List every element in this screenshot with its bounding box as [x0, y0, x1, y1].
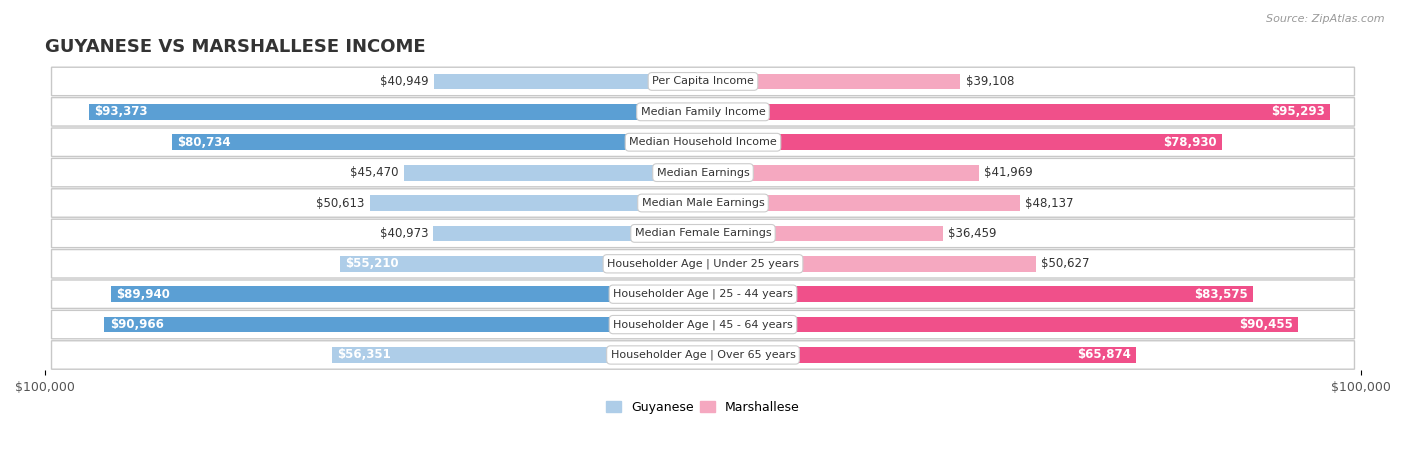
Legend: Guyanese, Marshallese: Guyanese, Marshallese [602, 396, 804, 418]
FancyBboxPatch shape [52, 219, 1354, 248]
Text: $50,613: $50,613 [316, 197, 364, 210]
Text: $55,210: $55,210 [344, 257, 398, 270]
Text: $80,734: $80,734 [177, 136, 231, 149]
FancyBboxPatch shape [52, 128, 1354, 156]
Text: Per Capita Income: Per Capita Income [652, 77, 754, 86]
Bar [111, 286, 703, 302]
Bar [703, 104, 1330, 120]
Text: Householder Age | 25 - 44 years: Householder Age | 25 - 44 years [613, 289, 793, 299]
Text: $40,973: $40,973 [380, 227, 427, 240]
Text: GUYANESE VS MARSHALLESE INCOME: GUYANESE VS MARSHALLESE INCOME [45, 38, 426, 57]
Text: Householder Age | 45 - 64 years: Householder Age | 45 - 64 years [613, 319, 793, 330]
FancyBboxPatch shape [52, 249, 1354, 278]
Text: $65,874: $65,874 [1077, 348, 1132, 361]
Text: Median Male Earnings: Median Male Earnings [641, 198, 765, 208]
Bar [370, 195, 703, 211]
Bar [703, 286, 1253, 302]
Text: $90,455: $90,455 [1239, 318, 1294, 331]
Bar [89, 104, 703, 120]
Text: $40,949: $40,949 [380, 75, 429, 88]
Bar [703, 256, 1036, 272]
Bar [703, 317, 1298, 333]
FancyBboxPatch shape [52, 280, 1354, 308]
Bar [703, 226, 943, 241]
Bar [703, 134, 1222, 150]
Text: $50,627: $50,627 [1042, 257, 1090, 270]
Text: $83,575: $83,575 [1194, 288, 1247, 301]
FancyBboxPatch shape [52, 341, 1354, 369]
Text: Householder Age | Under 25 years: Householder Age | Under 25 years [607, 259, 799, 269]
Text: Source: ZipAtlas.com: Source: ZipAtlas.com [1267, 14, 1385, 24]
Text: $78,930: $78,930 [1164, 136, 1218, 149]
Text: $45,470: $45,470 [350, 166, 398, 179]
Bar [433, 226, 703, 241]
Bar [703, 73, 960, 89]
FancyBboxPatch shape [52, 67, 1354, 96]
Text: $95,293: $95,293 [1271, 106, 1324, 118]
Bar [703, 195, 1019, 211]
Bar [433, 73, 703, 89]
FancyBboxPatch shape [52, 311, 1354, 339]
FancyBboxPatch shape [52, 98, 1354, 126]
FancyBboxPatch shape [52, 189, 1354, 217]
Bar [332, 347, 703, 363]
Bar [340, 256, 703, 272]
Bar [172, 134, 703, 150]
Text: $36,459: $36,459 [948, 227, 997, 240]
Text: $41,969: $41,969 [984, 166, 1033, 179]
Bar [703, 165, 979, 181]
Text: Median Earnings: Median Earnings [657, 168, 749, 177]
FancyBboxPatch shape [52, 158, 1354, 187]
Text: Median Household Income: Median Household Income [628, 137, 778, 147]
Text: $39,108: $39,108 [966, 75, 1014, 88]
Bar [104, 317, 703, 333]
Text: Median Female Earnings: Median Female Earnings [634, 228, 772, 238]
Text: Householder Age | Over 65 years: Householder Age | Over 65 years [610, 350, 796, 360]
Text: Median Family Income: Median Family Income [641, 107, 765, 117]
Text: $93,373: $93,373 [94, 106, 148, 118]
Bar [404, 165, 703, 181]
Bar [703, 347, 1136, 363]
Text: $89,940: $89,940 [117, 288, 170, 301]
Text: $56,351: $56,351 [337, 348, 391, 361]
Text: $48,137: $48,137 [1025, 197, 1074, 210]
Text: $90,966: $90,966 [110, 318, 163, 331]
